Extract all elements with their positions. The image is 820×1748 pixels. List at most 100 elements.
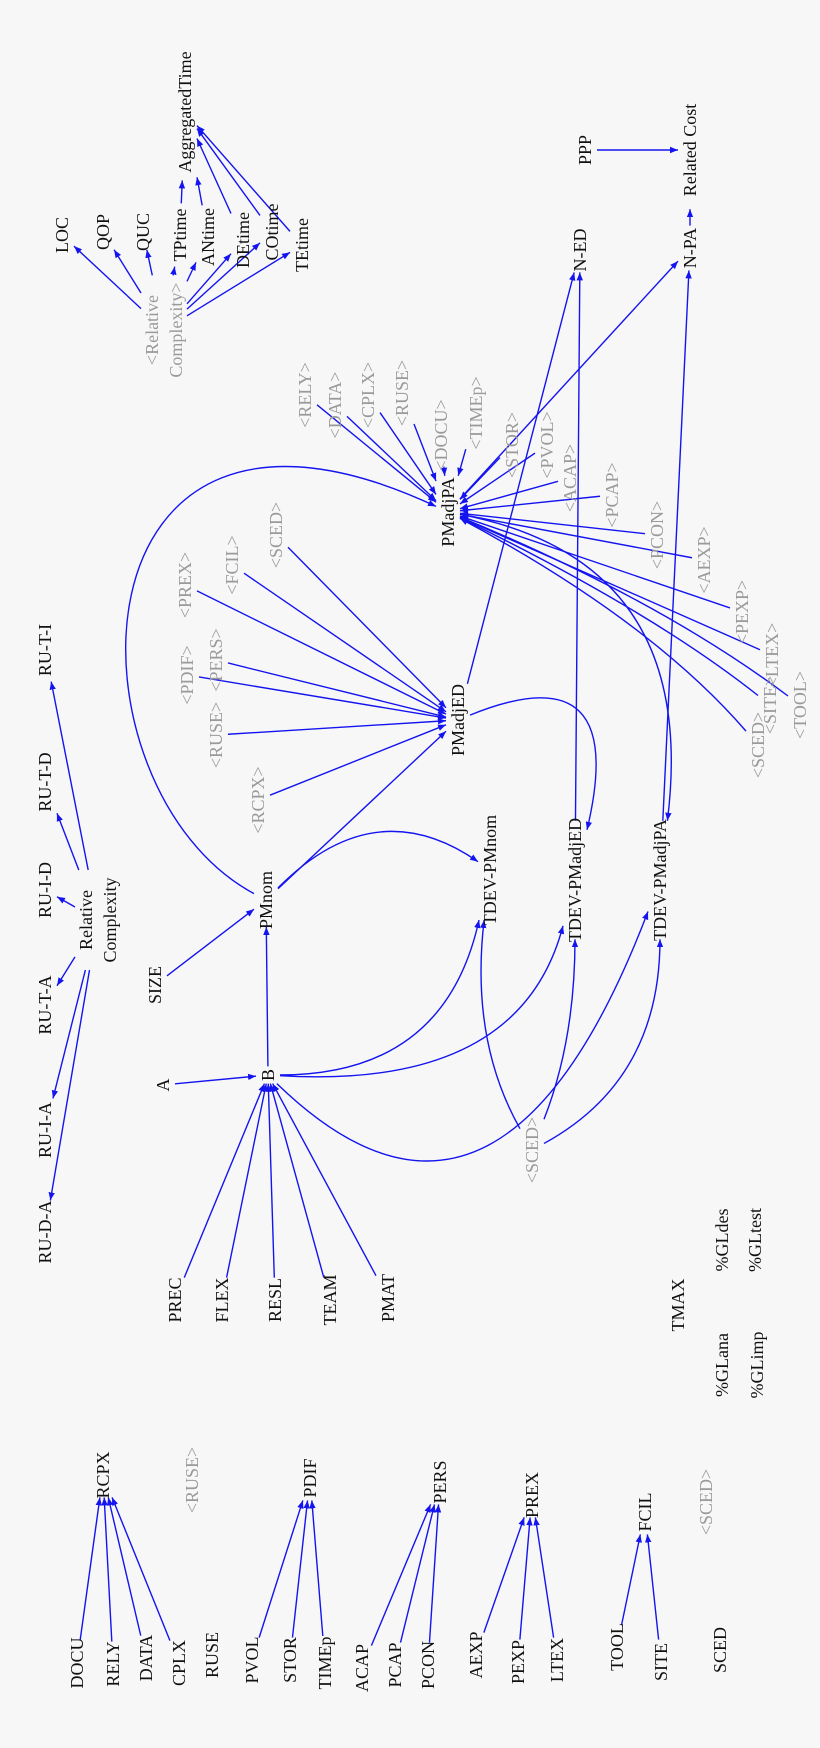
- edge-s-relcomp-to-tptime: [170, 266, 177, 276]
- variable-label: PCON: [418, 1641, 438, 1689]
- edge-rely-to-rcpx: [101, 1497, 113, 1642]
- variable-label: DATA: [136, 1635, 156, 1682]
- shadow-variable-s-site: <SITE>: [760, 676, 780, 734]
- edge-tptime-to-aggregatedtime: [178, 180, 186, 204]
- variable-label: N-PA: [680, 228, 700, 268]
- variable-n-ed: N-ED: [570, 229, 590, 272]
- variable-label: Related Cost: [680, 104, 700, 197]
- edge-tool-to-fcil: [620, 1534, 642, 1625]
- edge-relcomp-to-ru-t-i: [49, 681, 89, 871]
- variable-label: PMAT: [378, 1274, 398, 1322]
- variable-label: SITE: [651, 1643, 671, 1681]
- shadow-variable-s-sced3: <SCED>: [748, 712, 768, 778]
- variable-label: RUSE: [202, 1632, 222, 1678]
- edge-s-pdif-to-pmadjed: [198, 676, 447, 720]
- variable-label: TDEV-PMadjPA: [650, 819, 670, 941]
- edge-s-pvol-to-pmadjpa: [459, 452, 536, 505]
- variable-qop: QOP: [93, 214, 113, 250]
- variable-prex: PREX: [522, 1472, 542, 1518]
- variable-label: Complexity: [100, 878, 120, 963]
- edge-detime-to-aggregatedtime: [196, 138, 232, 214]
- variable-prec: PREC: [165, 1277, 185, 1322]
- edge-s-sced3-to-pmadjpa: [459, 517, 747, 732]
- shadow-variable-s-ruse2: <RUSE>: [206, 702, 226, 768]
- edge-s-relcomp-to-quc: [145, 249, 153, 276]
- edge-b-to-tdev-pmadjpa: [276, 911, 649, 1162]
- variable-label: LTEX: [547, 1638, 567, 1682]
- shadow-variable-s-sced4: <SCED>: [522, 1117, 542, 1183]
- variable-rcpx: RCPX: [93, 1451, 113, 1498]
- variable-label: RELY: [103, 1641, 123, 1686]
- variable-label: FCIL: [635, 1492, 655, 1531]
- edge-timep-to-pdif: [309, 1500, 324, 1637]
- edge-pexp-to-prex: [519, 1517, 533, 1640]
- variable-label: <FCIL>: [222, 535, 242, 594]
- variable-label: RU-T-D: [35, 752, 55, 811]
- variable-label: LOC: [52, 217, 72, 253]
- variable-label: TOOL: [607, 1623, 627, 1671]
- variable-aggregatedtime: AggregatedTime: [175, 51, 195, 172]
- shadow-variable-s-ruse1: <RUSE>: [392, 360, 412, 426]
- variable-data: DATA: [136, 1635, 156, 1682]
- edge-s-pexp-to-pmadjpa: [459, 515, 731, 609]
- edge-s-rely-to-pmadjpa: [316, 404, 437, 503]
- variable-label: <PERS>: [206, 628, 226, 691]
- edge-relcomp-to-ru-t-a: [56, 956, 76, 987]
- edge-s-rcpx-to-pmadjed: [269, 724, 447, 796]
- shadow-variable-s-pvol: <PVOL>: [537, 411, 557, 478]
- edge-tdev-pmadjpa-to-n-pa: [662, 270, 692, 821]
- variable-tdev-pmnom: TDEV-PMnom: [480, 815, 500, 925]
- variable-loc: LOC: [52, 217, 72, 253]
- variable-label: N-ED: [570, 229, 590, 272]
- variable-gltest: %GLtest: [745, 1208, 765, 1272]
- shadow-variable-s-rely: <RELY>: [295, 362, 315, 428]
- variable-label: <SCED>: [522, 1117, 542, 1183]
- variable-docu: DOCU: [67, 1637, 87, 1688]
- edge-s-relcomp-to-detime: [186, 253, 232, 305]
- variable-label: <RCPX>: [248, 766, 268, 833]
- edge-pmadjed-to-tdev-pmadjed: [469, 697, 597, 830]
- variable-label: <STOR>: [502, 412, 522, 478]
- variable-ru-i-d: RU-I-D: [35, 862, 55, 918]
- edge-prec-to-b: [183, 1083, 266, 1278]
- variable-tptime: TPtime: [170, 208, 190, 261]
- shadow-variable-s-docu: <DOCU>: [431, 399, 451, 470]
- variable-label: RU-T-A: [35, 975, 55, 1034]
- edge-pmadjpa-to-tdev-pmadjpa: [459, 513, 672, 821]
- shadow-variable-s-pcon: <PCON>: [647, 501, 667, 569]
- variable-label: <PREX>: [175, 552, 195, 618]
- edge-relcomp-to-ru-i-a: [51, 969, 87, 1099]
- variable-n-pa: N-PA: [680, 228, 700, 268]
- shadow-variable-s-data: <DATA>: [325, 372, 345, 439]
- edge-docu-to-rcpx: [79, 1497, 102, 1641]
- edge-s-aexp-to-pmadjpa: [459, 512, 693, 559]
- edge-data-to-rcpx: [106, 1497, 142, 1636]
- variable-label: <DATA>: [325, 372, 345, 439]
- shadow-variable-s-pers: <PERS>: [206, 628, 226, 691]
- variable-pvol: PVOL: [242, 1636, 262, 1683]
- variable-resl: RESL: [265, 1278, 285, 1322]
- variable-label: TDEV-PMnom: [480, 815, 500, 925]
- edge-size-to-pmnom: [166, 908, 255, 977]
- edge-s-pcon-to-pmadjpa: [459, 511, 646, 535]
- variable-ppp: PPP: [575, 135, 595, 165]
- edge-cplx-to-rcpx: [111, 1497, 171, 1641]
- variable-label: <PEXP>: [732, 580, 752, 644]
- edge-s-pcap-to-pmadjpa: [459, 495, 601, 514]
- variable-label: %GLtest: [745, 1208, 765, 1272]
- variable-label: <ACAP>: [560, 444, 580, 512]
- edges: [48, 125, 789, 1646]
- variable-label: PDIF: [300, 1458, 320, 1497]
- edge-s-ruse2-to-pmadjed: [227, 718, 447, 735]
- edge-pmadjpa-to-n-pa: [459, 260, 679, 500]
- variable-label: PEXP: [508, 1640, 528, 1684]
- variable-label: TPtime: [170, 208, 190, 261]
- edge-relcomp-to-ru-i-d: [56, 896, 76, 908]
- variable-label: %GLimp: [747, 1332, 767, 1399]
- variable-label: RU-I-A: [35, 1102, 55, 1158]
- variable-label: <SCED>: [266, 502, 286, 568]
- variable-ru-d-a: RU-D-A: [35, 1201, 55, 1264]
- edge-s-site-to-pmadjpa: [459, 517, 759, 697]
- variable-label: SIZE: [145, 966, 165, 1004]
- variable-label: TEAM: [320, 1275, 340, 1326]
